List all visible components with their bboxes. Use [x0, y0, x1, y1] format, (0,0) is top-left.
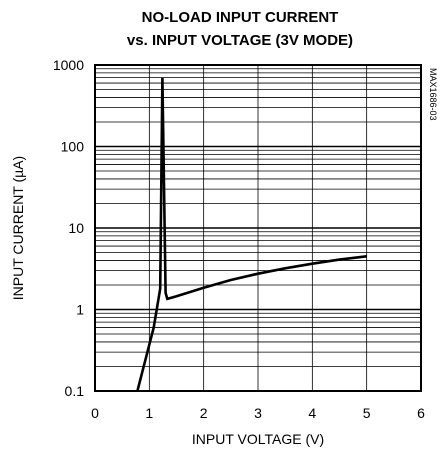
y-axis-label: INPUT CURRENT (µA): [10, 156, 26, 300]
y-tick-label: 1: [76, 302, 84, 318]
x-tick-label: 1: [145, 405, 153, 421]
x-axis-label: INPUT VOLTAGE (V): [192, 431, 324, 447]
y-tick-labels: 0.1 1 10 100 1000: [53, 57, 84, 399]
series-line: [136, 77, 367, 392]
y-tick-label: 0.1: [65, 383, 85, 399]
part-code: MAX1686-03: [428, 68, 438, 121]
x-tick-label: 4: [308, 405, 316, 421]
x-tick-label: 2: [200, 405, 208, 421]
y-tick-label: 100: [61, 139, 85, 155]
chart-title-line-1: NO-LOAD INPUT CURRENT: [142, 9, 339, 26]
x-tick-label: 3: [254, 405, 262, 421]
grid: [95, 64, 421, 392]
x-tick-labels: 0 1 2 3 4 5 6: [91, 405, 425, 421]
plot-frame: [94, 64, 422, 392]
y-tick-label: 1000: [53, 57, 84, 73]
x-tick-label: 0: [91, 405, 99, 421]
chart-title-line-2: vs. INPUT VOLTAGE (3V MODE): [127, 32, 353, 49]
y-tick-label: 10: [68, 220, 84, 236]
x-tick-label: 6: [417, 405, 425, 421]
x-tick-label: 5: [363, 405, 371, 421]
